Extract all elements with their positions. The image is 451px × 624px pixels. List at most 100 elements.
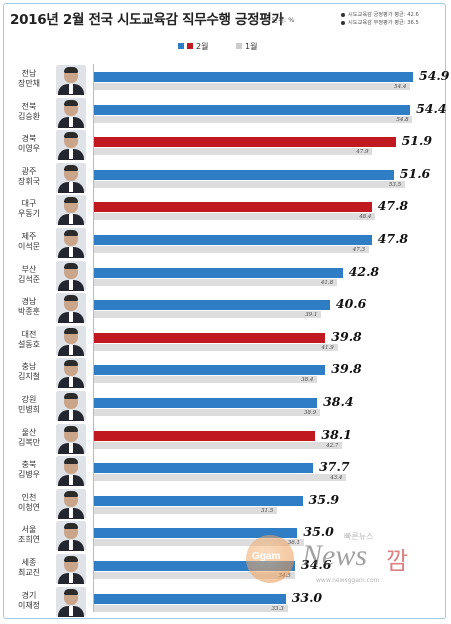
superintendent-name: 이청연 (17, 502, 41, 512)
value-label-previous: 54.8 (396, 116, 409, 123)
bar-current (94, 169, 394, 180)
avatar-shirt (69, 507, 73, 518)
bar-current (94, 235, 372, 245)
bar-previous (94, 148, 373, 156)
avatar-hair (64, 360, 78, 367)
region-name: 전북 (21, 101, 37, 111)
value-label-previous: 38.4 (301, 377, 314, 384)
region-name: 강원 (21, 395, 37, 404)
superintendent-name: 설동호 (17, 339, 41, 349)
bar-current (94, 365, 326, 376)
avatar-shirt (69, 214, 73, 225)
bullet-icon (341, 20, 345, 25)
bar-previous (94, 213, 376, 221)
value-label-previous: 47.9 (356, 149, 369, 156)
avatar (56, 260, 86, 291)
region-label: 서울 조희연 (14, 525, 44, 545)
region-name: 충북 (21, 460, 37, 470)
value-label-current: 38.4 (323, 394, 354, 409)
superintendent-name: 조희연 (17, 535, 41, 545)
value-label-current: 39.8 (331, 361, 362, 377)
region-label: 제주 이석문 (14, 232, 44, 252)
value-label-previous: 33.3 (271, 605, 284, 612)
avatar-hair (64, 99, 78, 106)
value-label-previous: 43.4 (330, 475, 343, 482)
superintendent-name: 최교진 (17, 568, 41, 577)
region-name: 부산 (21, 264, 37, 274)
avatar (56, 456, 86, 487)
bar-current (94, 528, 298, 539)
superintendent-name: 김승환 (17, 111, 41, 121)
superintendent-name: 우동기 (17, 209, 41, 219)
value-label-previous: 54.4 (394, 84, 407, 90)
superintendent-name: 김복만 (17, 437, 41, 447)
region-name: 대구 (21, 199, 37, 209)
value-label-current: 39.8 (331, 328, 362, 344)
bar-previous (94, 115, 413, 123)
region-label: 광주 장휘국 (14, 167, 44, 187)
avatar-shirt (69, 605, 73, 616)
category-axis-line (93, 64, 94, 612)
superintendent-name: 이영우 (17, 144, 41, 154)
avatar-shirt (69, 116, 73, 127)
avatar-hair (64, 197, 78, 204)
avatar-hair (64, 164, 78, 171)
bar-previous (94, 343, 338, 351)
value-label-current: 35.0 (303, 524, 334, 540)
bar-previous (94, 278, 337, 286)
bar-previous (94, 506, 277, 514)
region-name: 서울 (21, 525, 37, 535)
avatar-shirt (69, 247, 73, 257)
average-notes: 시도교육감 긍정평가 평균: 42.6 시도교육감 부정평가 평균: 36.5 (341, 11, 419, 27)
avatar-hair (64, 327, 78, 334)
value-label-current: 34.6 (301, 557, 332, 572)
region-name: 대전 (21, 329, 37, 339)
region-label: 충남 김지철 (14, 362, 44, 382)
watermark-url: www.newsggam.com (316, 577, 380, 584)
region-name: 세종 (21, 558, 37, 567)
avatar (56, 488, 86, 519)
watermark-logo-text: Ggam (252, 551, 281, 562)
superintendent-name: 김병우 (17, 470, 41, 480)
superintendent-name: 김지철 (17, 372, 41, 382)
value-label-current: 35.9 (308, 491, 340, 507)
value-label-previous: 53.5 (388, 181, 402, 188)
legend-swatch-gray (236, 43, 242, 49)
avatar-shirt (69, 540, 73, 551)
superintendent-name: 박종훈 (17, 307, 41, 317)
region-label: 경기 이재정 (14, 591, 44, 611)
watermark-brand-news: News (302, 539, 368, 572)
bar-previous (94, 539, 304, 547)
bar-current (94, 495, 303, 506)
avatar (56, 195, 86, 226)
avatar (56, 130, 86, 161)
avatar (56, 554, 86, 584)
superintendent-name: 김석준 (17, 274, 41, 284)
region-label: 울산 김복만 (14, 428, 44, 448)
avatar-hair (64, 262, 78, 269)
avatar (56, 162, 86, 193)
avatar (56, 97, 86, 128)
chart-title: 2016년 2월 전국 시도교육감 직무수행 긍정평가 (10, 12, 284, 28)
value-label-previous: 31.5 (261, 507, 274, 514)
watermark-logo-icon (246, 535, 294, 583)
avatar-hair (64, 556, 78, 562)
bar-current (94, 430, 316, 441)
avatar-shirt (69, 573, 73, 583)
avatar-shirt (69, 475, 73, 486)
value-label-previous: 39.1 (305, 312, 318, 319)
region-label: 인천 이청연 (14, 493, 44, 513)
value-label-previous: 38.9 (304, 410, 317, 416)
region-label: 대구 우동기 (14, 199, 44, 219)
bar-previous (94, 311, 322, 319)
avatar-shirt (69, 149, 73, 160)
value-label-previous: 41.8 (320, 279, 334, 286)
avatar-hair (64, 132, 78, 139)
avatar-shirt (69, 84, 73, 94)
superintendent-name: 이석문 (17, 242, 41, 251)
value-label-current: 54.9 (419, 68, 450, 83)
avatar (56, 358, 86, 389)
avatar-hair (64, 490, 78, 497)
unit-label: 단위: % (272, 16, 295, 24)
